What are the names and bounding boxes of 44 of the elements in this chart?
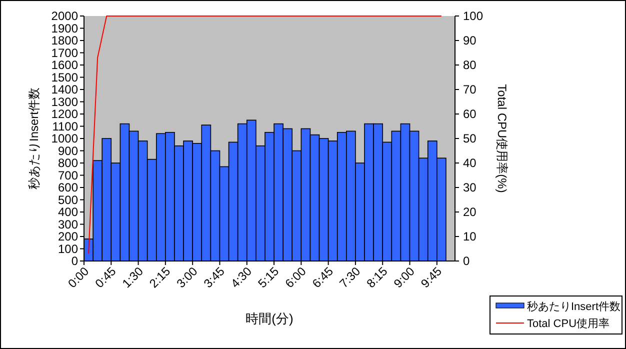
x-tick-label: 3:00 [174, 264, 200, 291]
y-tick-label: 600 [58, 180, 78, 195]
y-tick-label: 700 [58, 168, 78, 182]
y2-tick-label: 100 [463, 9, 484, 24]
x-tick-label: 6:00 [282, 264, 310, 291]
y-tick-label: 400 [58, 205, 78, 220]
y-tick-label: 1600 [51, 58, 78, 72]
y2-tick-label: 30 [463, 180, 477, 195]
y-tick-label: 200 [58, 230, 78, 244]
x-tick-label: 0:45 [92, 264, 119, 291]
y2-tick-label: 60 [463, 107, 477, 122]
y-tick-label: 0 [71, 254, 78, 268]
x-axis-title: 時間(分) [246, 311, 294, 326]
y2-tick-label: 80 [463, 58, 477, 72]
x-tick-label: 4:30 [228, 264, 255, 291]
y-tick-label: 1400 [51, 82, 78, 97]
y-tick-label: 1200 [51, 107, 78, 122]
y-tick-label: 1100 [52, 119, 78, 134]
x-tick-label: 7:30 [336, 264, 364, 291]
y2-tick-label: 20 [463, 205, 477, 220]
x-tick-label: 9:00 [390, 264, 418, 291]
y2-tick-label: 0 [463, 254, 470, 268]
y2-tick-label: 40 [463, 156, 477, 170]
y-axis-title: 秒あたりInsert件数 [27, 87, 41, 190]
legend-label: Total CPU使用率 [527, 316, 610, 330]
y-tick-label: 800 [58, 156, 78, 170]
legend-label: 秒あたりInsert件数 [527, 300, 621, 313]
y2-tick-label: 10 [463, 230, 477, 244]
y-tick-label: 1800 [51, 34, 78, 48]
y-tick-label: 300 [58, 217, 78, 232]
x-tick-label: 6:45 [310, 264, 336, 291]
y-tick-label: 1900 [51, 21, 78, 36]
y-tick-label: 1500 [51, 70, 78, 84]
y-tick-label: 100 [58, 242, 78, 256]
y-tick-label: 2000 [51, 9, 78, 24]
y-tick-label: 1300 [51, 94, 78, 109]
y2-axis-title: Total CPU使用率(%) [495, 84, 509, 193]
y-tick-label: 1000 [51, 132, 78, 146]
y2-tick-label: 50 [463, 132, 477, 146]
y-tick-label: 500 [58, 192, 78, 207]
y-tick-label: 900 [58, 144, 78, 158]
y2-tick-label: 90 [463, 34, 477, 48]
y-tick-label: 1700 [51, 46, 78, 60]
y2-tick-label: 70 [463, 82, 477, 97]
